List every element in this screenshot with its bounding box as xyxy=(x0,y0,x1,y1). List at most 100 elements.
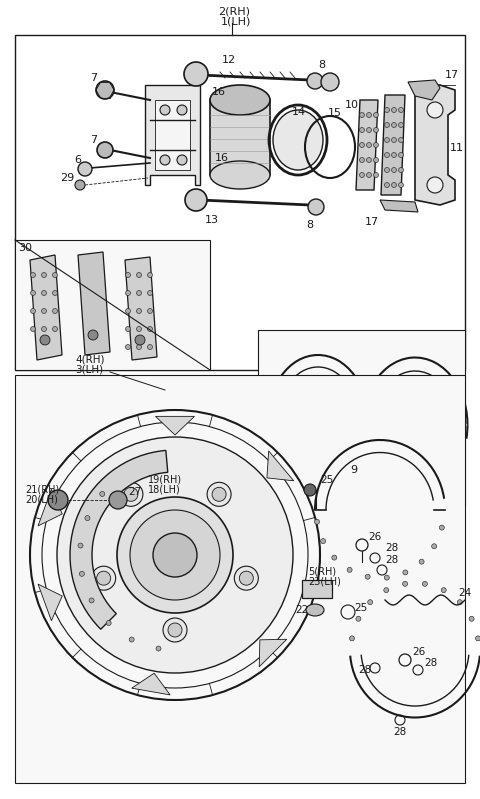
Circle shape xyxy=(136,327,142,332)
Circle shape xyxy=(184,62,208,86)
Text: 5(RH): 5(RH) xyxy=(308,567,336,577)
Circle shape xyxy=(392,108,396,113)
Circle shape xyxy=(403,570,408,575)
Circle shape xyxy=(384,153,389,157)
Circle shape xyxy=(163,618,187,642)
Circle shape xyxy=(368,600,372,605)
Text: 16: 16 xyxy=(215,153,229,163)
Bar xyxy=(258,330,465,505)
Text: 29: 29 xyxy=(60,173,74,183)
Text: 13: 13 xyxy=(205,215,219,225)
Circle shape xyxy=(360,113,364,117)
Circle shape xyxy=(147,291,153,296)
Circle shape xyxy=(135,335,145,345)
Polygon shape xyxy=(125,257,157,360)
Circle shape xyxy=(234,566,258,590)
Circle shape xyxy=(136,272,142,277)
Text: 10: 10 xyxy=(345,100,359,110)
Circle shape xyxy=(347,567,352,572)
Polygon shape xyxy=(415,85,455,205)
Circle shape xyxy=(147,272,153,277)
Circle shape xyxy=(449,467,454,471)
Text: 2(RH): 2(RH) xyxy=(218,7,250,17)
Circle shape xyxy=(79,571,84,576)
Circle shape xyxy=(119,483,143,507)
Text: 8: 8 xyxy=(318,60,325,70)
Circle shape xyxy=(31,308,36,313)
Circle shape xyxy=(364,406,369,411)
Circle shape xyxy=(392,122,396,128)
Circle shape xyxy=(125,327,131,332)
Circle shape xyxy=(363,430,368,435)
Circle shape xyxy=(373,128,379,133)
Circle shape xyxy=(343,467,348,472)
Text: 6: 6 xyxy=(74,155,81,165)
Circle shape xyxy=(276,450,280,455)
Circle shape xyxy=(384,168,389,173)
Circle shape xyxy=(269,411,274,416)
Circle shape xyxy=(384,587,389,593)
Bar xyxy=(15,35,465,370)
Circle shape xyxy=(356,616,361,622)
Circle shape xyxy=(92,566,116,590)
Circle shape xyxy=(89,598,94,603)
Circle shape xyxy=(96,81,114,99)
Text: 8: 8 xyxy=(306,220,313,230)
Text: 12: 12 xyxy=(222,55,236,65)
Text: 28: 28 xyxy=(385,543,398,553)
Circle shape xyxy=(31,291,36,296)
Text: 25: 25 xyxy=(354,603,367,613)
Circle shape xyxy=(373,157,379,162)
Text: 17: 17 xyxy=(365,217,379,227)
Circle shape xyxy=(52,308,58,313)
Circle shape xyxy=(304,484,316,496)
Circle shape xyxy=(415,487,420,491)
Wedge shape xyxy=(70,451,168,630)
Circle shape xyxy=(307,73,323,89)
Text: 17: 17 xyxy=(445,70,459,80)
Circle shape xyxy=(308,199,324,215)
Text: 27: 27 xyxy=(128,487,141,497)
Text: 26: 26 xyxy=(412,647,425,657)
Circle shape xyxy=(367,173,372,177)
Circle shape xyxy=(136,291,142,296)
Circle shape xyxy=(365,574,370,579)
Text: 3(LH): 3(LH) xyxy=(75,365,103,375)
Circle shape xyxy=(160,105,170,115)
Circle shape xyxy=(96,571,111,585)
Circle shape xyxy=(286,465,290,471)
Circle shape xyxy=(147,308,153,313)
Text: 7: 7 xyxy=(90,73,97,83)
Circle shape xyxy=(360,157,364,162)
Circle shape xyxy=(397,483,402,488)
Circle shape xyxy=(136,308,142,313)
Circle shape xyxy=(392,182,396,188)
Circle shape xyxy=(384,108,389,113)
Circle shape xyxy=(457,600,462,605)
Circle shape xyxy=(212,487,226,501)
Circle shape xyxy=(52,291,58,296)
Circle shape xyxy=(160,155,170,165)
Circle shape xyxy=(384,182,389,188)
Text: 7: 7 xyxy=(90,135,97,145)
Circle shape xyxy=(392,168,396,173)
Polygon shape xyxy=(381,95,405,195)
Circle shape xyxy=(78,162,92,176)
Circle shape xyxy=(398,182,404,188)
Text: 30: 30 xyxy=(18,243,32,253)
Polygon shape xyxy=(38,489,62,526)
Circle shape xyxy=(48,490,68,510)
Ellipse shape xyxy=(210,85,270,115)
Text: 28: 28 xyxy=(424,658,437,668)
Circle shape xyxy=(168,623,182,637)
Circle shape xyxy=(130,510,220,600)
Circle shape xyxy=(384,122,389,128)
Circle shape xyxy=(40,335,50,345)
Text: 26: 26 xyxy=(368,532,381,542)
Polygon shape xyxy=(156,416,194,435)
Circle shape xyxy=(41,272,47,277)
Circle shape xyxy=(427,177,443,193)
Circle shape xyxy=(398,153,404,157)
Text: 23(LH): 23(LH) xyxy=(308,577,341,587)
Circle shape xyxy=(177,155,187,165)
